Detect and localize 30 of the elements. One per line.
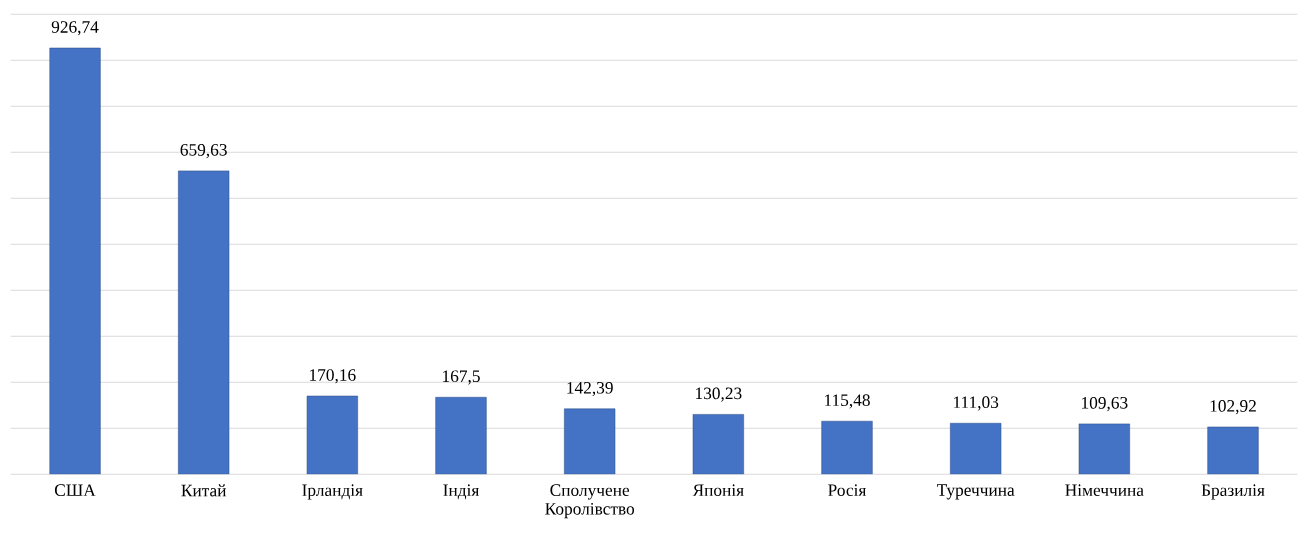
bar <box>821 420 873 475</box>
x-tick-label: Німеччина <box>1065 484 1144 497</box>
x-tick-label: Індія <box>443 484 480 500</box>
x-tick-label: Ірландія <box>302 484 363 500</box>
data-label: 170,16 <box>310 369 356 384</box>
bar <box>564 408 616 475</box>
data-label: 102,92 <box>1210 400 1256 415</box>
x-tick-label: Китай <box>181 484 227 497</box>
bar <box>178 170 230 475</box>
x-tick-label: Росія <box>828 484 867 497</box>
data-label: 142,39 <box>567 381 613 397</box>
x-tick-label: Туреччина <box>936 484 1015 500</box>
data-label: 130,23 <box>696 387 742 402</box>
bar <box>49 47 101 475</box>
data-label: 659,63 <box>180 144 227 159</box>
bar <box>950 422 1002 475</box>
x-tick-label: Бразилія <box>1201 484 1265 500</box>
data-label: 111,03 <box>954 396 999 411</box>
x-tick-label: Японія <box>692 484 744 497</box>
data-label: 115,48 <box>825 394 870 409</box>
bar <box>692 414 744 475</box>
bar <box>435 397 487 475</box>
bar <box>1207 426 1259 475</box>
bar <box>306 395 358 475</box>
x-tick-label: США <box>54 484 96 497</box>
bar <box>1078 423 1130 475</box>
data-label: 167,5 <box>443 370 480 385</box>
data-label: 109,63 <box>1082 396 1128 412</box>
data-label: 926,74 <box>51 21 99 36</box>
x-tick-label: Сполучене Королівство <box>545 484 635 519</box>
